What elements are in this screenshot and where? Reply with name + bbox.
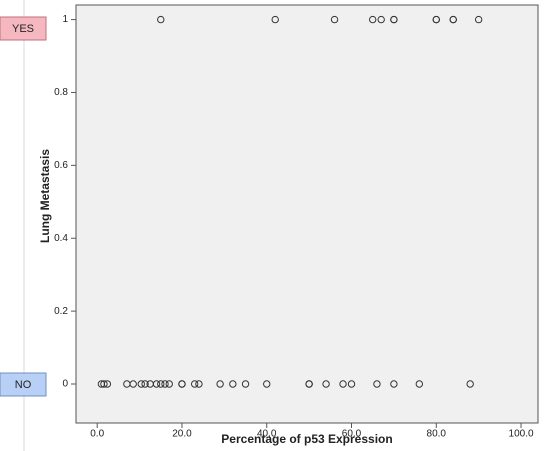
point bbox=[165, 380, 173, 388]
point bbox=[100, 380, 108, 388]
point bbox=[141, 380, 149, 388]
point bbox=[373, 380, 381, 388]
no-box bbox=[0, 372, 47, 397]
y-tick-label: 0.6 bbox=[54, 160, 68, 171]
y-tick-label: 1 bbox=[62, 14, 68, 25]
point bbox=[271, 15, 279, 24]
plot-area bbox=[75, 4, 539, 424]
x-axis-title: Percentage of p53 Expression bbox=[221, 432, 392, 446]
y-tick-label: 0.2 bbox=[54, 306, 68, 317]
point bbox=[330, 15, 339, 24]
y-tick-label: 0.8 bbox=[54, 87, 68, 98]
point bbox=[466, 380, 474, 388]
point bbox=[474, 15, 483, 24]
point bbox=[137, 380, 145, 388]
point bbox=[390, 380, 398, 388]
point bbox=[347, 380, 356, 388]
point bbox=[190, 380, 199, 388]
point bbox=[432, 15, 440, 24]
point bbox=[415, 380, 424, 388]
point bbox=[178, 380, 186, 388]
point bbox=[263, 380, 271, 388]
point bbox=[449, 15, 457, 24]
point bbox=[377, 15, 385, 24]
x-tick-label: 40.0 bbox=[257, 429, 277, 440]
point bbox=[339, 380, 347, 388]
x-tick-label: 80.0 bbox=[427, 429, 447, 440]
point bbox=[103, 380, 112, 388]
point bbox=[161, 380, 169, 388]
point bbox=[157, 380, 165, 388]
point bbox=[152, 380, 161, 388]
x-tick-label: 20.0 bbox=[172, 429, 192, 440]
y-axis-title: Lung Metastasis bbox=[38, 149, 52, 243]
x-tick-label: 0.0 bbox=[90, 429, 104, 440]
point bbox=[195, 380, 203, 388]
point bbox=[157, 15, 165, 24]
yes-box bbox=[0, 16, 47, 41]
point bbox=[390, 15, 398, 24]
point bbox=[216, 380, 224, 388]
point bbox=[241, 380, 250, 388]
point bbox=[368, 15, 377, 24]
y-tick-label: 0 bbox=[62, 379, 68, 390]
x-tick-label: 100.0 bbox=[509, 429, 534, 440]
point bbox=[322, 380, 330, 388]
point bbox=[229, 380, 237, 388]
x-tick-label: 60.0 bbox=[342, 429, 362, 440]
point bbox=[129, 380, 137, 388]
yes-label: YES bbox=[12, 23, 34, 35]
no-label: NO bbox=[15, 379, 32, 391]
point bbox=[305, 380, 313, 388]
y-tick-label: 0.4 bbox=[54, 233, 68, 244]
